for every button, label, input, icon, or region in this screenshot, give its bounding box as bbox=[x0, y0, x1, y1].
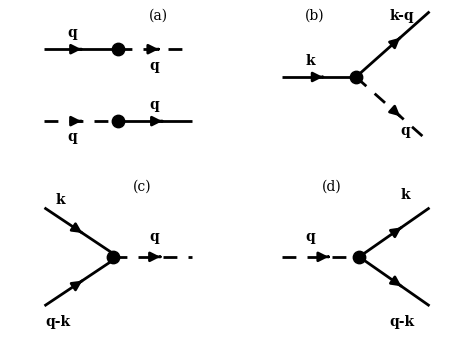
Text: q: q bbox=[149, 230, 159, 244]
Text: k: k bbox=[56, 193, 65, 207]
Text: k: k bbox=[400, 188, 410, 202]
Text: (c): (c) bbox=[133, 180, 152, 194]
Point bbox=[109, 254, 117, 260]
Text: q: q bbox=[400, 124, 410, 138]
Text: (b): (b) bbox=[305, 8, 325, 22]
Text: q-k: q-k bbox=[45, 315, 70, 329]
Text: q: q bbox=[305, 230, 315, 244]
Text: (a): (a) bbox=[149, 8, 168, 22]
Point bbox=[352, 74, 360, 80]
Text: k-q: k-q bbox=[390, 10, 414, 24]
Text: q-k: q-k bbox=[389, 315, 414, 329]
Point bbox=[356, 254, 363, 260]
Text: k: k bbox=[305, 54, 315, 68]
Text: (d): (d) bbox=[321, 180, 341, 194]
Text: q: q bbox=[67, 131, 77, 144]
Text: q: q bbox=[149, 98, 159, 112]
Point bbox=[114, 118, 122, 124]
Text: q: q bbox=[149, 58, 159, 73]
Point bbox=[114, 47, 122, 52]
Text: q: q bbox=[67, 26, 77, 40]
